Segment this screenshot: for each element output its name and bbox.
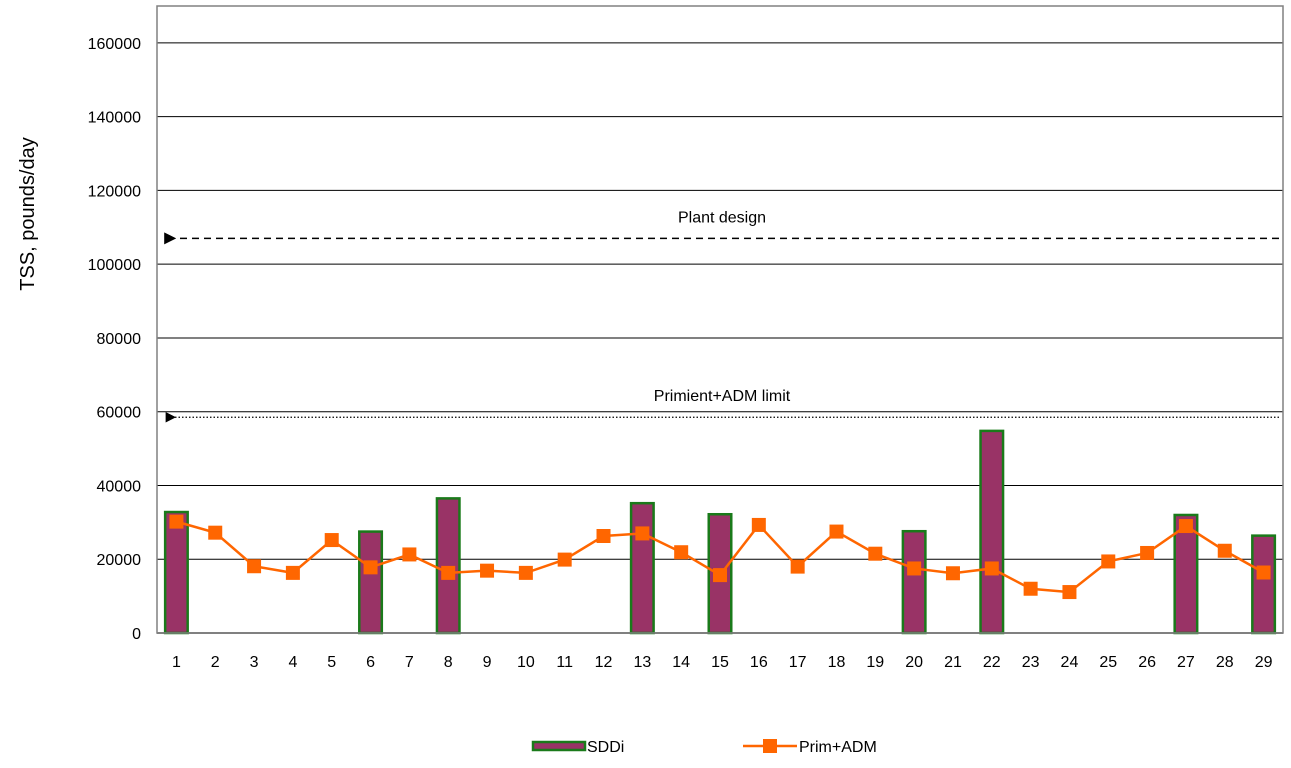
x-tick-label: 21 <box>944 654 962 671</box>
prim-adm-point <box>790 559 805 574</box>
prim-adm-point <box>945 566 960 581</box>
prim-adm-point <box>285 565 300 580</box>
x-tick-label: 28 <box>1216 654 1234 671</box>
y-axis-title: TSS, pounds/day <box>17 137 39 290</box>
prim-adm-point <box>1101 554 1116 569</box>
x-tick-label: 15 <box>711 654 729 671</box>
y-tick-label: 140000 <box>88 110 141 127</box>
reference-line-label: Primient+ADM limit <box>654 388 791 405</box>
x-tick-label: 3 <box>250 654 259 671</box>
prim-adm-point <box>751 517 766 532</box>
y-tick-label: 100000 <box>88 257 141 274</box>
x-tick-label: 13 <box>633 654 651 671</box>
x-tick-label: 8 <box>444 654 453 671</box>
x-tick-label: 20 <box>905 654 923 671</box>
prim-adm-point <box>324 533 339 548</box>
x-tick-label: 27 <box>1177 654 1195 671</box>
x-tick-label: 2 <box>211 654 220 671</box>
legend-label-sddi: SDDi <box>587 739 624 756</box>
sddi-bar <box>901 529 927 635</box>
x-tick-label: 26 <box>1138 654 1156 671</box>
reference-line-label: Plant design <box>678 209 766 226</box>
prim-adm-point <box>674 545 689 560</box>
x-tick-label: 7 <box>405 654 414 671</box>
bar-series <box>163 429 1277 635</box>
x-tick-label: 1 <box>172 654 181 671</box>
x-tick-label: 9 <box>483 654 492 671</box>
y-tick-label: 80000 <box>97 331 142 348</box>
prim-adm-point <box>596 528 611 543</box>
prim-adm-point <box>169 514 184 529</box>
x-tick-label: 17 <box>789 654 807 671</box>
y-tick-label: 40000 <box>97 478 142 495</box>
y-tick-label: 20000 <box>97 552 142 569</box>
x-tick-label: 22 <box>983 654 1001 671</box>
x-tick-label: 29 <box>1255 654 1273 671</box>
prim-adm-point <box>635 526 650 541</box>
x-tick-label: 19 <box>866 654 884 671</box>
x-tick-label: 16 <box>750 654 768 671</box>
prim-adm-point <box>557 552 572 567</box>
prim-adm-point <box>518 565 533 580</box>
legend: SDDi Prim+ADM <box>531 739 877 756</box>
prim-adm-point <box>441 565 456 580</box>
sddi-bar <box>163 510 189 635</box>
y-tick-label: 120000 <box>88 183 141 200</box>
prim-adm-point <box>480 563 495 578</box>
plot-frame <box>156 5 1284 634</box>
prim-adm-point <box>363 560 378 575</box>
x-tick-label: 5 <box>327 654 336 671</box>
prim-adm-point <box>713 568 727 583</box>
prim-adm-point <box>1256 565 1271 580</box>
x-tick-label: 14 <box>672 654 690 671</box>
y-tick-label: 60000 <box>97 405 142 422</box>
legend-label-prim-adm: Prim+ADM <box>799 739 877 756</box>
prim-adm-point <box>829 524 844 539</box>
annotations: Plant design Primient+ADM limit <box>164 209 1279 423</box>
prim-adm-point <box>208 525 223 540</box>
x-tick-label: 24 <box>1061 654 1079 671</box>
x-tick-label: 10 <box>517 654 535 671</box>
sddi-bar <box>979 429 1005 635</box>
prim-adm-point <box>1217 543 1232 558</box>
sddi-bar <box>1251 534 1277 635</box>
x-tick-label: 4 <box>288 654 297 671</box>
x-tick-label: 18 <box>828 654 846 671</box>
prim-adm-point <box>1062 585 1077 600</box>
y-tick-labels: 0 20000 40000 60000 80000 100000 120000 140000 1… <box>88 36 141 643</box>
x-tick-label: 12 <box>595 654 613 671</box>
prim-adm-point <box>1178 519 1193 534</box>
prim-adm-point <box>402 547 417 562</box>
prim-adm-point <box>907 561 922 576</box>
y-tick-label: 160000 <box>88 36 141 53</box>
y-tick-label: 0 <box>132 626 141 643</box>
x-tick-labels: 1 2 3 4 5 6 7 8 9 10 11 12 13 14 15 16 17 18 19 20 21 22 23 24 2… <box>172 654 1273 671</box>
sddi-bar <box>629 501 655 635</box>
prim-adm-point <box>247 559 262 574</box>
prim-adm-point <box>984 561 999 576</box>
prim-adm-point <box>1140 545 1155 560</box>
prim-adm-point <box>868 546 883 561</box>
prim-adm-point <box>1023 581 1038 596</box>
line-series <box>169 514 1271 600</box>
legend-marker-prim-adm <box>763 739 777 753</box>
x-tick-label: 11 <box>556 654 573 671</box>
x-tick-label: 25 <box>1099 654 1117 671</box>
x-tick-label: 6 <box>366 654 375 671</box>
sddi-bar <box>358 530 384 635</box>
sddi-bar <box>435 497 461 635</box>
x-tick-label: 23 <box>1022 654 1040 671</box>
legend-swatch-sddi <box>531 740 587 752</box>
